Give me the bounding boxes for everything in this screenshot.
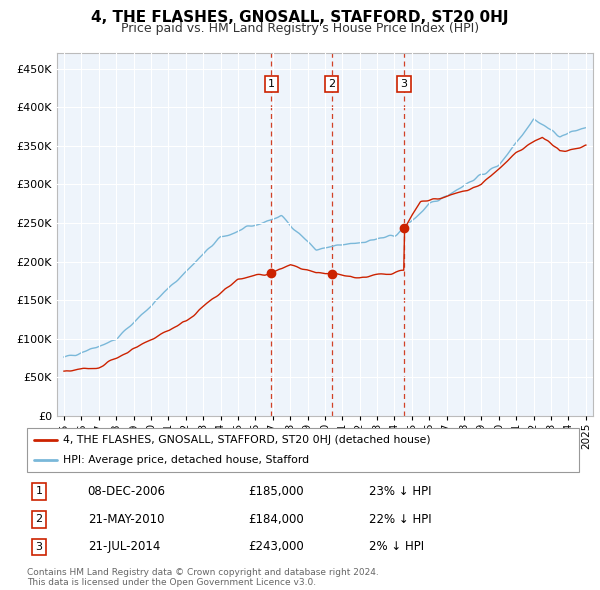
- Text: 21-JUL-2014: 21-JUL-2014: [88, 540, 160, 553]
- Text: 3: 3: [35, 542, 43, 552]
- Text: 23% ↓ HPI: 23% ↓ HPI: [369, 485, 432, 498]
- Text: Contains HM Land Registry data © Crown copyright and database right 2024.
This d: Contains HM Land Registry data © Crown c…: [27, 568, 379, 587]
- Text: 2: 2: [35, 514, 43, 524]
- Text: 21-MAY-2010: 21-MAY-2010: [88, 513, 164, 526]
- Text: 2% ↓ HPI: 2% ↓ HPI: [369, 540, 424, 553]
- Text: 1: 1: [35, 487, 43, 496]
- Text: 08-DEC-2006: 08-DEC-2006: [88, 485, 166, 498]
- Text: 1: 1: [268, 79, 275, 89]
- Text: £243,000: £243,000: [248, 540, 304, 553]
- Text: 4, THE FLASHES, GNOSALL, STAFFORD, ST20 0HJ (detached house): 4, THE FLASHES, GNOSALL, STAFFORD, ST20 …: [63, 435, 431, 445]
- Text: HPI: Average price, detached house, Stafford: HPI: Average price, detached house, Staf…: [63, 455, 309, 465]
- Text: 3: 3: [401, 79, 407, 89]
- Text: 22% ↓ HPI: 22% ↓ HPI: [369, 513, 432, 526]
- Text: 4, THE FLASHES, GNOSALL, STAFFORD, ST20 0HJ: 4, THE FLASHES, GNOSALL, STAFFORD, ST20 …: [91, 10, 509, 25]
- Text: 2: 2: [328, 79, 335, 89]
- Text: Price paid vs. HM Land Registry's House Price Index (HPI): Price paid vs. HM Land Registry's House …: [121, 22, 479, 35]
- Text: £184,000: £184,000: [248, 513, 304, 526]
- Text: £185,000: £185,000: [248, 485, 304, 498]
